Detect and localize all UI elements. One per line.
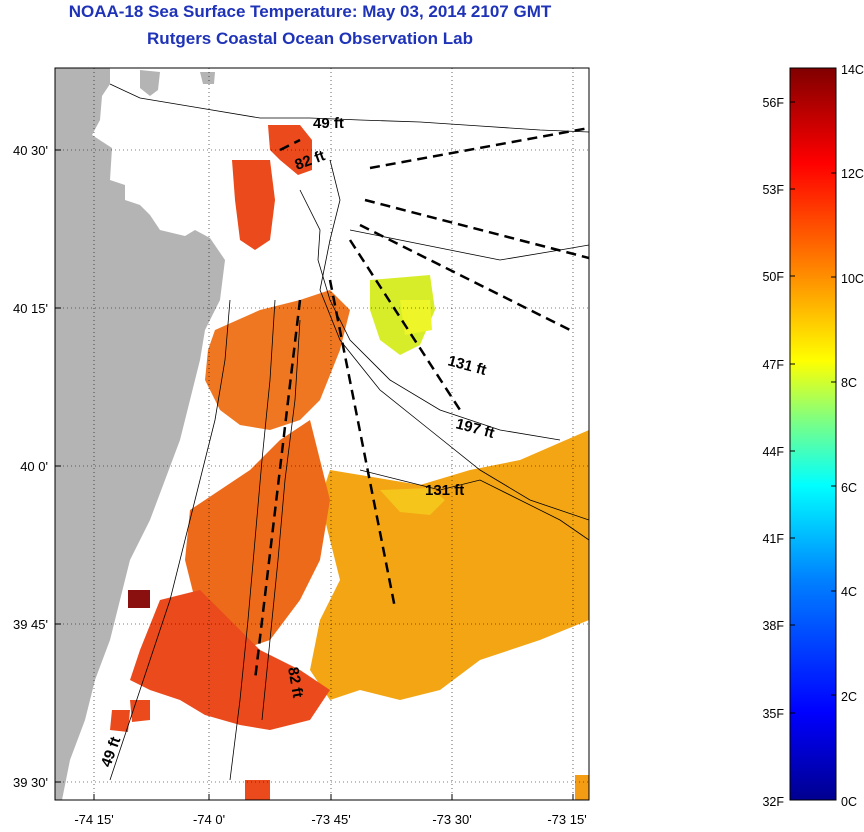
fahrenheit-tick-label: 56F	[762, 96, 784, 110]
celsius-tick-label: 6C	[841, 481, 857, 495]
celsius-tick-label: 14C	[841, 63, 864, 77]
lat-tick-label: 39 45'	[13, 617, 48, 632]
lat-tick-label: 40 0'	[20, 459, 48, 474]
fahrenheit-tick-label: 35F	[762, 707, 784, 721]
colorbar-gradient	[789, 67, 837, 801]
contour-label: 197 ft	[454, 415, 496, 442]
map-frame	[54, 67, 590, 801]
fahrenheit-tick-label: 47F	[762, 358, 784, 372]
celsius-tick-label: 0C	[841, 795, 857, 809]
contour-label: 131 ft	[425, 482, 464, 499]
sst-field	[110, 125, 589, 800]
lon-tick-label: -73 45'	[311, 812, 350, 827]
fahrenheit-tick-label: 41F	[762, 532, 784, 546]
lon-tick-label: -74 15'	[74, 812, 113, 827]
contour-label: 49 ft	[98, 735, 125, 770]
lat-tick-labels: 40 30' 40 15' 40 0' 39 45' 39 30'	[13, 143, 48, 790]
lon-tick-label: -73 15'	[547, 812, 586, 827]
lat-tick-label: 40 15'	[13, 301, 48, 316]
lon-tick-label: -74 0'	[193, 812, 225, 827]
land	[55, 68, 225, 800]
lat-tick-label: 40 30'	[13, 143, 48, 158]
bathymetry-contours	[109, 83, 589, 781]
map-title: NOAA-18 Sea Surface Temperature: May 03,…	[68, 2, 552, 21]
celsius-labels: 14C 12C 10C 8C 6C 4C 2C 0C	[841, 63, 864, 809]
celsius-tick-label: 2C	[841, 690, 857, 704]
dashed-lines	[253, 126, 589, 681]
celsius-tick-label: 10C	[841, 272, 864, 286]
fahrenheit-tick-label: 50F	[762, 270, 784, 284]
celsius-tick-label: 8C	[841, 376, 857, 390]
fahrenheit-tick-label: 32F	[762, 795, 784, 809]
fahrenheit-tick-label: 44F	[762, 445, 784, 459]
contour-label: 82 ft	[284, 666, 306, 699]
contour-label: 131 ft	[446, 352, 488, 379]
colorbar: 14C 12C 10C 8C 6C 4C 2C 0C 56F 53F 50F 4…	[762, 63, 863, 809]
grid	[55, 68, 589, 800]
lon-tick-labels: -74 15' -74 0' -73 45' -73 30' -73 15'	[74, 812, 586, 827]
lat-tick-label: 39 30'	[13, 775, 48, 790]
celsius-tick-label: 4C	[841, 585, 857, 599]
lon-tick-label: -73 30'	[432, 812, 471, 827]
axis-ticks	[55, 149, 574, 800]
fahrenheit-tick-label: 53F	[762, 183, 784, 197]
fahrenheit-tick-label: 38F	[762, 619, 784, 633]
colorbar-ticks	[790, 67, 836, 801]
fahrenheit-labels: 56F 53F 50F 47F 44F 41F 38F 35F 32F	[762, 96, 784, 809]
contour-label: 49 ft	[313, 115, 344, 132]
celsius-tick-label: 12C	[841, 167, 864, 181]
map-subtitle: Rutgers Coastal Ocean Observation Lab	[147, 29, 473, 48]
